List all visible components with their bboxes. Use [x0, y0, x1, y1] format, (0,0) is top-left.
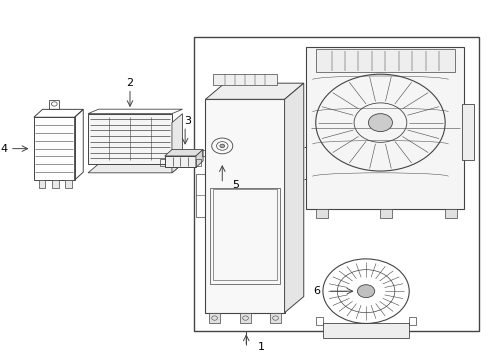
Bar — [444, 209, 456, 218]
Bar — [49, 100, 59, 109]
Bar — [193, 37, 478, 330]
Circle shape — [368, 114, 392, 132]
Bar — [212, 125, 231, 134]
Bar — [315, 49, 454, 72]
Bar — [322, 323, 408, 338]
Bar — [212, 74, 277, 85]
Bar — [212, 189, 277, 280]
Text: 4: 4 — [0, 144, 7, 154]
Bar — [461, 104, 473, 160]
Text: 2: 2 — [126, 78, 133, 88]
Polygon shape — [205, 83, 303, 99]
Text: 5: 5 — [231, 180, 238, 190]
Bar — [52, 180, 59, 188]
Bar — [210, 188, 279, 284]
Bar — [315, 318, 322, 325]
Polygon shape — [164, 149, 203, 156]
Bar — [160, 159, 164, 166]
Polygon shape — [284, 83, 303, 313]
Bar — [380, 209, 392, 218]
Polygon shape — [196, 149, 203, 167]
Polygon shape — [88, 164, 182, 173]
Bar — [270, 313, 280, 323]
Circle shape — [357, 285, 374, 298]
Bar — [39, 180, 45, 188]
Polygon shape — [172, 114, 182, 173]
Bar — [207, 134, 236, 160]
Bar — [201, 150, 208, 156]
Bar — [65, 180, 72, 188]
Bar — [240, 313, 250, 323]
Bar — [164, 156, 196, 167]
Bar — [34, 117, 75, 180]
Bar — [88, 114, 172, 164]
Bar — [236, 150, 243, 156]
Bar — [305, 47, 464, 209]
Bar — [408, 318, 416, 325]
Text: 6: 6 — [313, 286, 320, 296]
Text: 1: 1 — [258, 342, 264, 352]
Circle shape — [220, 144, 224, 148]
Bar — [209, 313, 220, 323]
Bar — [205, 99, 284, 313]
Bar — [315, 209, 327, 218]
Bar — [196, 159, 200, 166]
Text: 3: 3 — [183, 116, 191, 126]
